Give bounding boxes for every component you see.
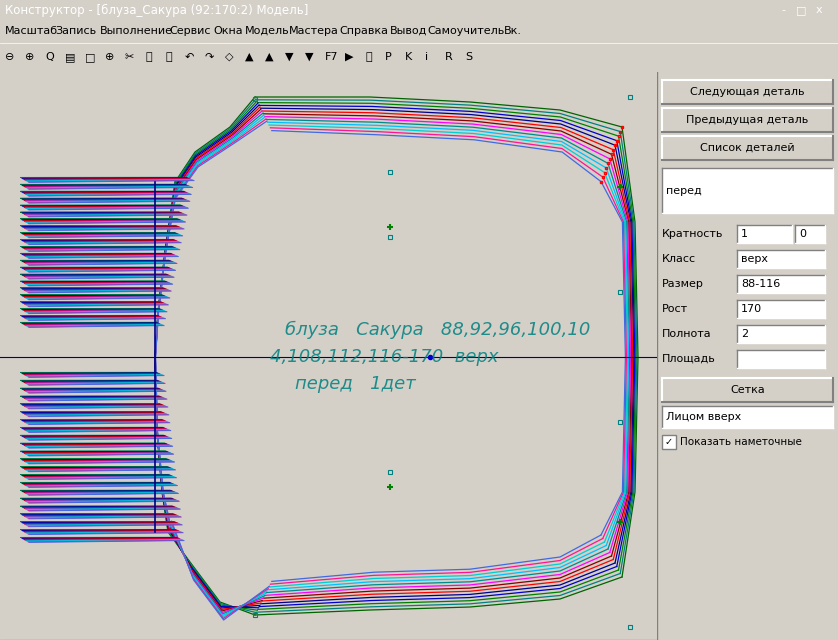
Bar bbox=[662, 136, 833, 160]
Text: ⊕: ⊕ bbox=[105, 52, 114, 62]
Text: P: P bbox=[385, 52, 391, 62]
Text: ◇: ◇ bbox=[225, 52, 234, 62]
Text: ↶: ↶ bbox=[185, 52, 194, 62]
Bar bbox=[737, 350, 825, 368]
Text: S: S bbox=[465, 52, 472, 62]
Bar bbox=[662, 378, 833, 402]
Text: 88-116: 88-116 bbox=[741, 279, 780, 289]
Text: Модель: Модель bbox=[245, 26, 289, 36]
Bar bbox=[737, 325, 825, 343]
Text: ⊕: ⊕ bbox=[25, 52, 34, 62]
Text: Запись: Запись bbox=[55, 26, 96, 36]
Text: верх: верх bbox=[741, 254, 768, 264]
Bar bbox=[662, 406, 833, 428]
Text: Полнота: Полнота bbox=[662, 329, 711, 339]
Text: Размер: Размер bbox=[662, 279, 704, 289]
Text: i: i bbox=[425, 52, 428, 62]
Text: 4,108,112,116-170  верх: 4,108,112,116-170 верх bbox=[270, 348, 499, 366]
Text: Класс: Класс bbox=[662, 254, 696, 264]
Bar bbox=[662, 80, 833, 104]
Text: □: □ bbox=[796, 5, 806, 15]
Text: 170: 170 bbox=[741, 304, 762, 314]
Text: ▼: ▼ bbox=[305, 52, 313, 62]
Text: Кратность: Кратность bbox=[662, 229, 723, 239]
Bar bbox=[737, 225, 792, 243]
Text: Выполнение: Выполнение bbox=[100, 26, 173, 36]
Text: -: - bbox=[781, 5, 785, 15]
Text: ▶: ▶ bbox=[345, 52, 354, 62]
Text: перед   1дет: перед 1дет bbox=[295, 375, 416, 393]
Bar bbox=[662, 168, 833, 213]
Text: Мастера: Мастера bbox=[288, 26, 339, 36]
Bar bbox=[737, 275, 825, 293]
Text: Сетка: Сетка bbox=[730, 385, 765, 395]
Text: ⮛: ⮛ bbox=[365, 52, 371, 62]
Text: F7: F7 bbox=[325, 52, 339, 62]
Text: R: R bbox=[445, 52, 453, 62]
Bar bbox=[662, 108, 833, 132]
Text: Вывод: Вывод bbox=[390, 26, 427, 36]
Text: K: K bbox=[405, 52, 412, 62]
Text: Окна: Окна bbox=[214, 26, 243, 36]
Text: ⎘: ⎘ bbox=[145, 52, 152, 62]
Text: ▤: ▤ bbox=[65, 52, 75, 62]
Text: перед: перед bbox=[666, 186, 701, 195]
Text: ▲: ▲ bbox=[245, 52, 254, 62]
Text: ✂: ✂ bbox=[125, 52, 134, 62]
Text: Рост: Рост bbox=[662, 304, 688, 314]
Text: ✓: ✓ bbox=[665, 437, 673, 447]
Bar bbox=[662, 435, 676, 449]
Text: Конструктор - [блуза_Сакура (92:170:2) Модель]: Конструктор - [блуза_Сакура (92:170:2) М… bbox=[5, 3, 308, 17]
Text: блуза   Сакура   88,92,96,100,10: блуза Сакура 88,92,96,100,10 bbox=[285, 321, 591, 339]
Text: 2: 2 bbox=[741, 329, 748, 339]
Text: 1: 1 bbox=[741, 229, 748, 239]
Text: x: x bbox=[815, 5, 822, 15]
Text: ⎙: ⎙ bbox=[165, 52, 172, 62]
Text: Следующая деталь: Следующая деталь bbox=[691, 87, 804, 97]
Text: Q: Q bbox=[45, 52, 54, 62]
Text: ▲: ▲ bbox=[265, 52, 273, 62]
Text: Вк.: Вк. bbox=[504, 26, 521, 36]
Text: Список деталей: Список деталей bbox=[701, 143, 794, 153]
Text: □: □ bbox=[85, 52, 96, 62]
Text: ↷: ↷ bbox=[205, 52, 215, 62]
Text: ▼: ▼ bbox=[285, 52, 293, 62]
Text: ⊖: ⊖ bbox=[5, 52, 14, 62]
Bar bbox=[737, 250, 825, 268]
Bar bbox=[737, 300, 825, 318]
Text: Площадь: Площадь bbox=[662, 354, 716, 364]
Text: Лицом вверх: Лицом вверх bbox=[666, 412, 742, 422]
Text: 0: 0 bbox=[799, 229, 806, 239]
Text: Сервис: Сервис bbox=[169, 26, 211, 36]
Text: Масштаб: Масштаб bbox=[5, 26, 58, 36]
Bar bbox=[795, 225, 825, 243]
Text: Справка: Справка bbox=[339, 26, 388, 36]
Text: Показать наметочные: Показать наметочные bbox=[680, 437, 802, 447]
Text: Предыдущая деталь: Предыдущая деталь bbox=[686, 115, 809, 125]
Text: Самоучитель: Самоучитель bbox=[427, 26, 504, 36]
